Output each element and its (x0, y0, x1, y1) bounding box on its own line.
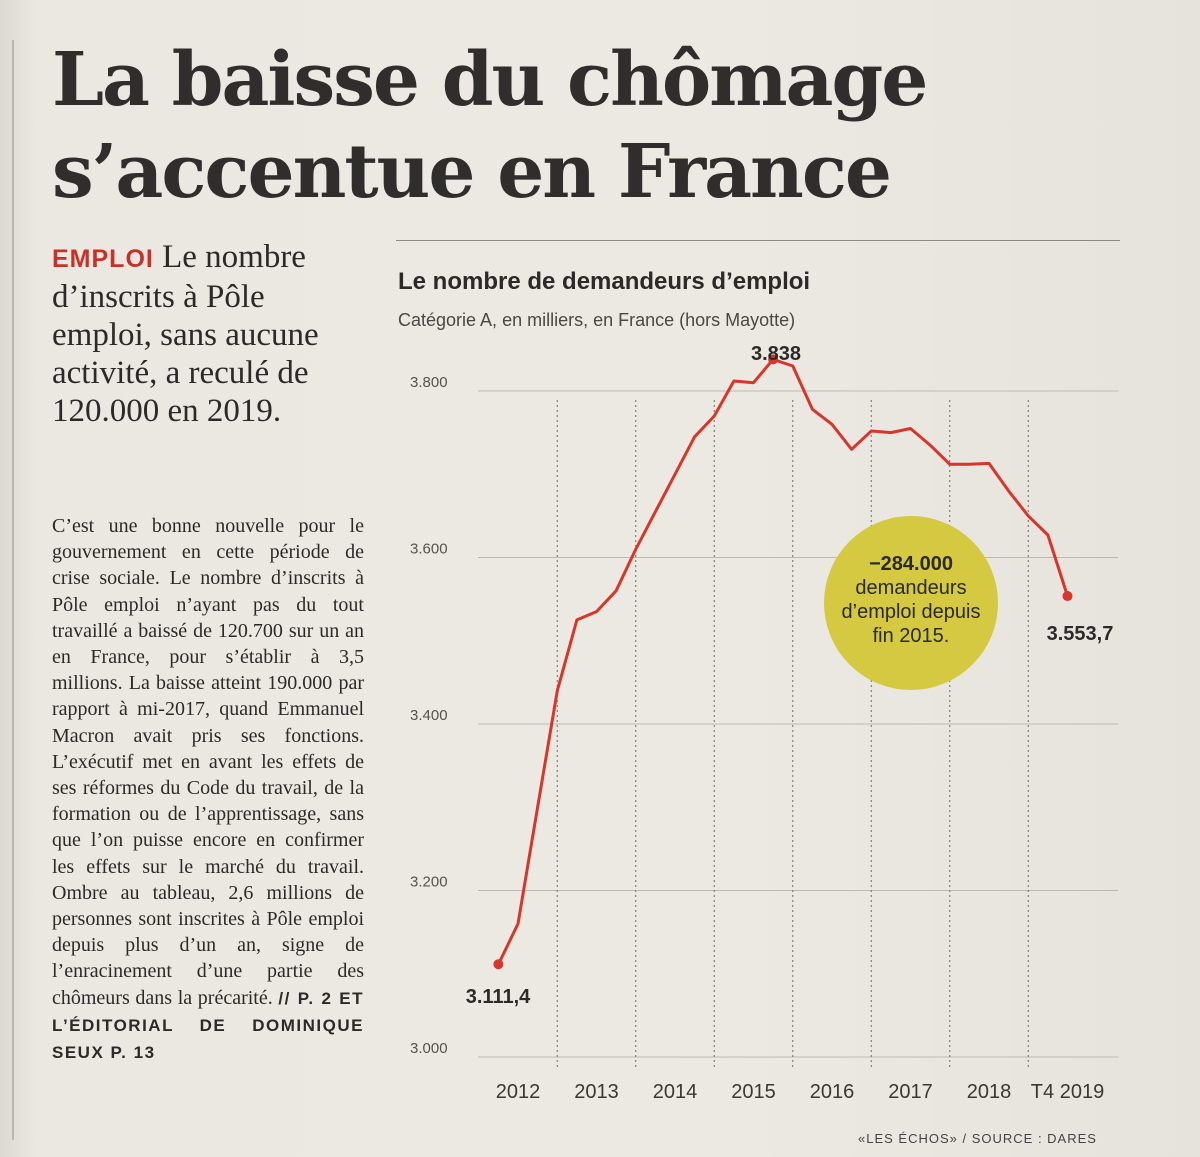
end-value-label: 3.553,7 (1047, 623, 1114, 645)
x-tick-label: 2014 (653, 1081, 698, 1103)
y-tick-label: 3.800 (410, 374, 448, 391)
x-tick-label: T4 2019 (1031, 1081, 1104, 1103)
annotation-bubble-text: d’emploi depuis (842, 601, 981, 623)
start-point-marker (493, 959, 504, 970)
x-tick-label: 2012 (496, 1081, 541, 1103)
article-body: C’est une bonne nouvelle pour le gouvern… (52, 513, 364, 1066)
x-tick-label: 2017 (888, 1081, 933, 1103)
chart-top-rule (396, 240, 1120, 241)
peak-point-marker (768, 354, 779, 365)
article-reference: // P. 2 ET L’ÉDITORIAL DE DOMINIQUE SEUX… (52, 988, 364, 1063)
x-tick-label: 2015 (731, 1081, 776, 1103)
annotation-bubble-text: fin 2015. (873, 625, 950, 647)
chart-subtitle: Catégorie A, en milliers, en France (hor… (398, 310, 796, 330)
source-credit: «LES ÉCHOS» / SOURCE : DARES (858, 1131, 1097, 1146)
kicker: EMPLOI (52, 245, 154, 273)
x-tick-label: 2013 (574, 1081, 619, 1103)
chart-title: Le nombre de demandeurs d’emploi (398, 268, 811, 295)
end-point-marker (1062, 591, 1073, 602)
data-series-line (497, 357, 1069, 965)
peak-value-label: 3.838 (751, 343, 801, 365)
y-tick-label: 3.400 (410, 707, 448, 724)
y-tick-label: 3.200 (410, 874, 448, 891)
lede-text: Le nombre d’inscrits à Pôle emploi, sans… (52, 239, 319, 429)
y-tick-label: 3.000 (410, 1040, 448, 1057)
lede: EMPLOI Le nombre d’inscrits à Pôle emplo… (52, 238, 372, 430)
headline: La baisse du chômage s’accentue en Franc… (52, 37, 928, 215)
article-text: C’est une bonne nouvelle pour le gouvern… (52, 515, 364, 1009)
annotation-bubble-text: −284.000 (869, 553, 953, 575)
annotation-bubble (824, 516, 998, 690)
column-rule (12, 40, 14, 1140)
y-tick-label: 3.600 (410, 541, 448, 558)
x-tick-label: 2018 (967, 1081, 1012, 1103)
start-value-label: 3.111,4 (466, 986, 531, 1008)
annotation-bubble-text: demandeurs (855, 577, 966, 599)
x-tick-label: 2016 (810, 1081, 855, 1103)
